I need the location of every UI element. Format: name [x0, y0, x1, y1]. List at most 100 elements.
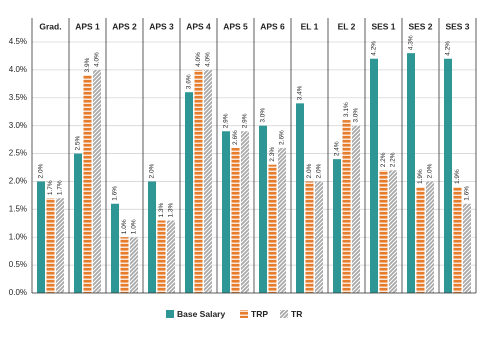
- y-tick-label: 1.5%: [9, 204, 27, 213]
- bar: [74, 153, 82, 293]
- value-label: 4.0%: [94, 52, 101, 67]
- category-label: EL 1: [301, 21, 319, 31]
- bar: [241, 131, 249, 293]
- value-label: 2.0%: [427, 163, 434, 178]
- value-label: 2.2%: [380, 152, 387, 167]
- bar: [463, 203, 471, 293]
- value-label: 1.3%: [158, 202, 165, 217]
- category-label: APS 4: [186, 21, 211, 31]
- bar: [407, 53, 415, 294]
- value-label: 1.7%: [57, 180, 64, 195]
- value-label: 4.2%: [371, 41, 378, 56]
- bar: [352, 125, 360, 294]
- value-label: 1.0%: [121, 219, 128, 234]
- category-label: APS 2: [112, 21, 137, 31]
- value-label: 4.2%: [445, 41, 452, 56]
- bar: [305, 181, 314, 293]
- category-label: APS 3: [149, 21, 174, 31]
- bar: [56, 198, 64, 293]
- bar: [333, 159, 341, 293]
- bar: [268, 164, 277, 293]
- bar: [83, 75, 92, 293]
- value-label: 2.0%: [149, 163, 156, 178]
- legend-swatch: [280, 310, 288, 318]
- y-tick-label: 2.0%: [9, 177, 27, 186]
- value-label: 2.5%: [75, 136, 82, 151]
- bar: [185, 92, 193, 293]
- category-label: SES 3: [445, 21, 469, 31]
- value-label: 2.3%: [269, 147, 276, 162]
- value-label: 2.0%: [306, 163, 313, 178]
- bar: [278, 147, 286, 293]
- value-label: 1.9%: [454, 169, 461, 184]
- bar: [389, 170, 397, 293]
- bar: [157, 220, 166, 293]
- value-label: 3.0%: [260, 108, 267, 123]
- value-label: 2.0%: [316, 163, 323, 178]
- bar: [453, 187, 462, 293]
- value-label: 1.6%: [112, 186, 119, 201]
- value-label: 3.4%: [297, 85, 304, 100]
- bar: [194, 69, 203, 293]
- value-label: 2.0%: [38, 163, 45, 178]
- value-label: 1.0%: [131, 219, 138, 234]
- value-label: 4.3%: [408, 35, 415, 50]
- bar: [204, 69, 212, 293]
- bar: [111, 203, 119, 293]
- y-tick-label: 4.5%: [9, 37, 27, 46]
- category-label: APS 1: [75, 21, 100, 31]
- y-tick-label: 2.5%: [9, 149, 27, 158]
- value-label: 2.9%: [242, 113, 249, 128]
- category-label: APS 5: [223, 21, 248, 31]
- legend-label: TRP: [251, 309, 268, 319]
- value-label: 3.6%: [186, 74, 193, 89]
- value-label: 3.1%: [343, 102, 350, 117]
- value-label: 2.4%: [334, 141, 341, 156]
- bar: [46, 198, 55, 293]
- legend-swatch: [240, 310, 248, 318]
- value-label: 1.7%: [47, 180, 54, 195]
- value-label: 1.3%: [168, 202, 175, 217]
- y-tick-label: 3.5%: [9, 93, 27, 102]
- category-label: Grad.: [39, 21, 61, 31]
- value-label: 2.6%: [232, 130, 239, 145]
- y-tick-label: 1.0%: [9, 232, 27, 241]
- value-label: 2.9%: [223, 113, 230, 128]
- bar: [231, 147, 240, 293]
- bar: [130, 237, 138, 293]
- legend-label: TR: [291, 309, 302, 319]
- bar: [342, 120, 351, 293]
- value-label: 3.9%: [84, 57, 91, 72]
- y-tick-label: 0.5%: [9, 260, 27, 269]
- value-label: 3.0%: [353, 108, 360, 123]
- legend-swatch: [166, 310, 174, 318]
- category-label: EL 2: [338, 21, 356, 31]
- y-tick-label: 0.0%: [9, 288, 27, 297]
- bar: [379, 170, 388, 293]
- value-label: 4.0%: [195, 52, 202, 67]
- bar: [416, 187, 425, 293]
- value-label: 4.0%: [205, 52, 212, 67]
- bar: [167, 220, 175, 293]
- value-label: 2.6%: [279, 130, 286, 145]
- bar: [315, 181, 323, 293]
- y-tick-label: 4.0%: [9, 65, 27, 74]
- legend-label: Base Salary: [177, 309, 225, 319]
- value-label: 1.6%: [464, 186, 471, 201]
- value-label: 2.2%: [390, 152, 397, 167]
- bar: [148, 181, 156, 293]
- category-label: APS 6: [260, 21, 285, 31]
- bar: [296, 103, 304, 293]
- bar: [120, 237, 129, 293]
- bar: [93, 69, 101, 293]
- bar: [370, 58, 378, 293]
- bar: [259, 125, 267, 294]
- y-tick-label: 3.0%: [9, 121, 27, 130]
- category-label: SES 1: [371, 21, 395, 31]
- bar: [37, 181, 45, 293]
- value-label: 1.9%: [417, 169, 424, 184]
- bar: [444, 58, 452, 293]
- bar: [222, 131, 230, 293]
- category-label: SES 2: [408, 21, 432, 31]
